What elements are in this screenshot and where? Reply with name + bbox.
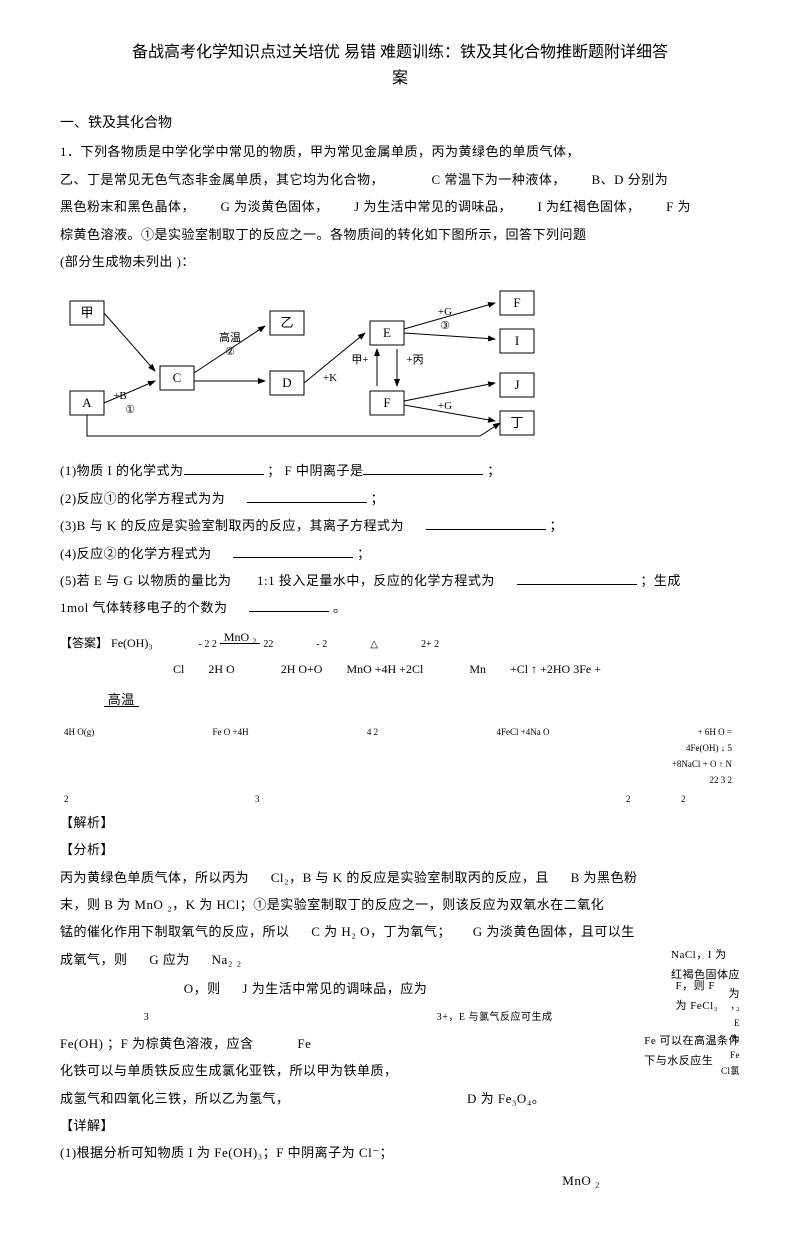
ana-5b: 3 3+，E 与氯气反应可生成 ， E 为 Fe Cl氯 (60, 1004, 740, 1027)
svg-text:F: F (513, 295, 520, 310)
svg-text:+G: +G (438, 306, 452, 318)
flow-diagram: 甲 A C 乙 D E F F I J 丁 +B ① 高温 ② +K 甲+ +丙… (60, 281, 740, 451)
svg-text:+B: +B (113, 390, 127, 402)
svg-text:+丙: +丙 (406, 354, 423, 366)
sub-q6: 1mol 气体转移电子的个数为 。 (60, 596, 740, 619)
answer-block: 【答案】 Fe(OH)₃ - 2 2 MnO ₂ 22 - 2 △ 2+ 2 C… (60, 630, 740, 683)
jiexi-label: 【解析】 (60, 811, 740, 834)
svg-text:I: I (515, 333, 519, 348)
svg-text:甲: 甲 (80, 305, 93, 320)
q1-p3: 黑色粉末和黑色晶体， G 为淡黄色固体， J 为生活中常见的调味品， I 为红褐… (60, 195, 740, 218)
svg-text:③: ③ (440, 320, 450, 332)
svg-text:J: J (514, 377, 519, 392)
svg-text:①: ① (125, 404, 135, 416)
scatter-row-2: 2 3 2 2 (60, 791, 740, 807)
q1-p2: 乙、丁是常见无色气态非金属单质，其它均为化合物， C 常温下为一种液体， B、D… (60, 168, 740, 191)
fenxi-label: 【分析】 (60, 838, 740, 861)
svg-text:F: F (383, 395, 390, 410)
xiangjie-label: 【详解】 (60, 1114, 740, 1137)
sub-q5: (5)若 E 与 G 以物质的量比为 1:1 投入足量水中，反应的化学方程式为 … (60, 569, 740, 592)
svg-text:丁: 丁 (510, 415, 523, 430)
svg-text:甲+: 甲+ (351, 354, 368, 366)
sub-q2: (2)反应①的化学方程式为为 ； (60, 487, 740, 510)
ana-2: 末，则 B 为 MnO ₂，K 为 HCl；①是实验室制取丁的反应之一，则该反应… (60, 893, 740, 916)
section-heading: 一、铁及其化合物 (60, 111, 740, 136)
ana-3: 锰的催化作用下制取氧气的反应，所以 C 为 H₂ O，丁为氧气； G 为淡黄色固… (60, 920, 740, 943)
svg-text:+G: +G (438, 400, 452, 412)
ana-7: 化铁可以与单质铁反应生成氯化亚铁，所以甲为铁单质， (60, 1059, 740, 1082)
ana-5: O，则 J 为生活中常见的调味品，应为 F，则 F 为 FeCl₃₂ (60, 977, 740, 1000)
svg-text:D: D (282, 375, 291, 390)
q1-intro: 1．下列各物质是中学化学中常见的物质，甲为常见金属单质，丙为黄绿色的单质气体， (60, 140, 740, 163)
detail-mno2: MnO ₂ (60, 1169, 740, 1192)
svg-text:乙: 乙 (280, 315, 293, 330)
sub-q3: (3)B 与 K 的反应是实验室制取丙的反应，其离子方程式为 ； (60, 514, 740, 537)
svg-text:E: E (383, 325, 391, 340)
svg-text:②: ② (225, 346, 235, 358)
title-line-2: 案 (60, 66, 740, 92)
ana-6: Fe(OH) ；F 为棕黄色溶液，应含 Fe Fe 可以在高温条件 下与水反应生 (60, 1032, 740, 1055)
hightemp-frac: 高温 (60, 693, 740, 720)
sub-q4: (4)反应②的化学方程式为 ； (60, 542, 740, 565)
ana-1: 丙为黄绿色单质气体，所以丙为 Cl₂，B 与 K 的反应是实验室制取丙的反应，且… (60, 866, 740, 889)
ana-4: 成氧气，则 G 应为 Na₂ ₂ NaCl，I 为 红褐色固体应 为 (60, 948, 740, 971)
sub-q1: (1)物质 I 的化学式为 ； F 中阴离子是 ； (60, 459, 740, 482)
svg-text:C: C (173, 370, 182, 385)
title-line-1: 备战高考化学知识点过关培优 易错 难题训练：铁及其化合物推断题附详细答 (60, 40, 740, 66)
scatter-row: 4H O(g) Fe O +4H 4 2 4FeCl +4Na O + 6H O… (60, 724, 740, 789)
q1-p4: 棕黄色溶液。①是实验室制取丁的反应之一。各物质间的转化如下图所示，回答下列问题 (60, 223, 740, 246)
q1-p5: (部分生成物未列出 )： (60, 250, 740, 273)
svg-text:高温: 高温 (219, 330, 241, 344)
ana-8: 成氢气和四氧化三铁，所以乙为氢气， D 为 Fe₃O₄。 (60, 1087, 740, 1110)
svg-text:A: A (82, 395, 92, 410)
detail-1: (1)根据分析可知物质 I 为 Fe(OH)₃；F 中阴离子为 Cl⁻； (60, 1141, 740, 1164)
svg-text:+K: +K (323, 372, 337, 384)
